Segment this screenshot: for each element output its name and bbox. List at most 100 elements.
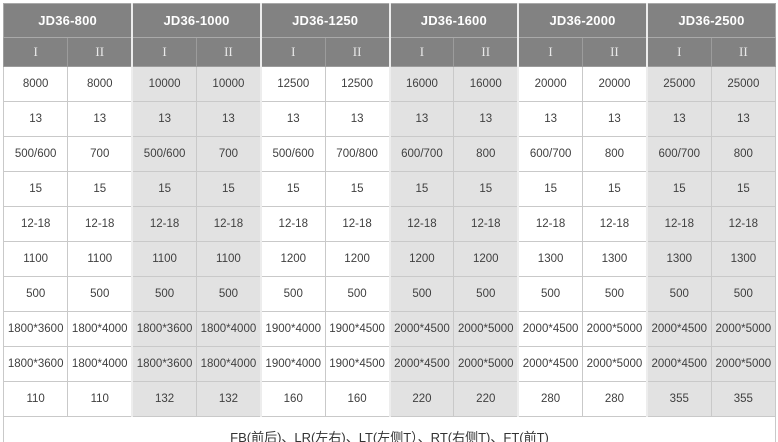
- table-row: 110 110 132 132 160 160 220 220 280 280 355 355: [2, 381, 777, 417]
- table-cell: 13: [259, 101, 326, 137]
- table-cell: 12500: [324, 66, 391, 102]
- table-cell: 800: [582, 136, 648, 172]
- table-cell: 500: [324, 276, 391, 312]
- table-cell: 1300: [645, 241, 712, 277]
- table-cell: 2000*4500: [388, 311, 455, 347]
- table-cell: 13: [710, 101, 777, 137]
- table-cell: 12-18: [67, 206, 133, 242]
- table-cell: 2000*5000: [453, 311, 519, 347]
- table-cell: 500: [2, 276, 69, 312]
- table-cell: 13: [67, 101, 133, 137]
- table-cell: 15: [645, 171, 712, 207]
- table-cell: 15: [195, 171, 262, 207]
- table-cell: 12-18: [195, 206, 262, 242]
- table-cell: 12-18: [710, 206, 777, 242]
- subcolumn-header-jd36-1250-i: I: [259, 37, 326, 67]
- table-cell: 2000*4500: [645, 346, 712, 382]
- table-cell: 25000: [710, 66, 777, 102]
- table-cell: 10000: [195, 66, 262, 102]
- table-cell: 13: [388, 101, 455, 137]
- table-cell: 15: [324, 171, 391, 207]
- table-cell: 1300: [710, 241, 777, 277]
- table-row: 15 15 15 15 15 15 15 15 15 15 15 15: [2, 171, 777, 207]
- table-cell: 500: [195, 276, 262, 312]
- table-cell: 1200: [453, 241, 519, 277]
- table-cell: 500/600: [259, 136, 326, 172]
- subcolumn-header-jd36-1600-ii: II: [453, 37, 519, 67]
- table-cell: 2000*5000: [582, 346, 648, 382]
- table-row: 8000 8000 10000 10000 12500 12500 16000 16000 20…: [2, 66, 777, 102]
- table-cell: 1800*3600: [2, 311, 69, 347]
- table-cell: 1800*3600: [2, 346, 69, 382]
- table-cell: 1100: [131, 241, 198, 277]
- table-cell: 1900*4500: [324, 311, 391, 347]
- table-cell: 700: [195, 136, 262, 172]
- table-cell: 12-18: [453, 206, 519, 242]
- table-cell: 1900*4500: [324, 346, 391, 382]
- table-cell: 160: [259, 381, 326, 417]
- table-cell: 1100: [2, 241, 69, 277]
- table-row: 1800*3600 1800*4000 1800*3600 1800*4000 1900…: [2, 311, 777, 347]
- table-cell: 1800*4000: [195, 311, 262, 347]
- table-cell: 12-18: [388, 206, 455, 242]
- table-cell: 2000*4500: [388, 346, 455, 382]
- table-cell: 1300: [517, 241, 584, 277]
- table-cell: 1200: [259, 241, 326, 277]
- table-cell: 12-18: [582, 206, 648, 242]
- table-cell: 15: [2, 171, 69, 207]
- table-cell: 600/700: [645, 136, 712, 172]
- table-body: 8000 8000 10000 10000 12500 12500 16000 16000 20…: [2, 66, 777, 417]
- footer-note: FB(前后)、LR(左右)、LT(左侧T）、RT(右侧T)、FT(前T): [2, 416, 777, 442]
- table-cell: 280: [517, 381, 584, 417]
- table-cell: 15: [582, 171, 648, 207]
- table-cell: 160: [324, 381, 391, 417]
- subcolumn-header-jd36-2000-ii: II: [582, 37, 648, 67]
- table-cell: 13: [324, 101, 391, 137]
- table-cell: 13: [453, 101, 519, 137]
- table-cell: 500: [453, 276, 519, 312]
- footer-row: FB(前后)、LR(左右)、LT(左侧T）、RT(右侧T)、FT(前T): [2, 416, 777, 442]
- model-header-row: JD36-800 JD36-1000 JD36-1250 JD36-1600 JD36-…: [3, 3, 777, 38]
- table-cell: 12-18: [2, 206, 69, 242]
- model-header-jd36-1600: JD36-1600: [388, 3, 519, 38]
- table-cell: 1800*3600: [131, 311, 198, 347]
- table-cell: 15: [259, 171, 326, 207]
- table-cell: 15: [517, 171, 584, 207]
- table-cell: 15: [67, 171, 133, 207]
- table-cell: 1100: [67, 241, 133, 277]
- model-spec-table: JD36-800 JD36-1000 JD36-1250 JD36-1600 JD36-…: [2, 3, 777, 442]
- table-row: 1800*3600 1800*4000 1800*3600 1800*4000 1900…: [2, 346, 777, 382]
- table-cell: 700/800: [324, 136, 391, 172]
- table-cell: 12-18: [517, 206, 584, 242]
- table-cell: 1100: [195, 241, 262, 277]
- table-cell: 500: [388, 276, 455, 312]
- table-cell: 1900*4000: [259, 311, 326, 347]
- subcolumn-header-jd36-1000-ii: II: [195, 37, 262, 67]
- table-cell: 16000: [453, 66, 519, 102]
- table-cell: 20000: [582, 66, 648, 102]
- table-cell: 12500: [259, 66, 326, 102]
- table-cell: 500: [259, 276, 326, 312]
- table-cell: 500/600: [2, 136, 69, 172]
- table-cell: 15: [388, 171, 455, 207]
- table-cell: 500: [710, 276, 777, 312]
- table-cell: 280: [582, 381, 648, 417]
- table-cell: 1800*4000: [195, 346, 262, 382]
- table-cell: 12-18: [131, 206, 198, 242]
- table-cell: 1200: [324, 241, 391, 277]
- subcolumn-header-jd36-2500-i: I: [645, 37, 712, 67]
- table-cell: 2000*4500: [645, 311, 712, 347]
- table-row: 12-18 12-18 12-18 12-18 12-18 12-18 12-18 12-18…: [2, 206, 777, 242]
- table-cell: 13: [645, 101, 712, 137]
- table-cell: 10000: [131, 66, 198, 102]
- table-cell: 25000: [645, 66, 712, 102]
- table-row: 500/600 700 500/600 700 500/600 700/800 600/70…: [2, 136, 777, 172]
- subcolumn-header-jd36-2500-ii: II: [710, 37, 777, 67]
- table-cell: 800: [453, 136, 519, 172]
- subcolumn-header-jd36-1250-ii: II: [324, 37, 391, 67]
- table-cell: 12-18: [324, 206, 391, 242]
- table-cell: 1200: [388, 241, 455, 277]
- table-cell: 2000*5000: [710, 346, 777, 382]
- table-cell: 132: [195, 381, 262, 417]
